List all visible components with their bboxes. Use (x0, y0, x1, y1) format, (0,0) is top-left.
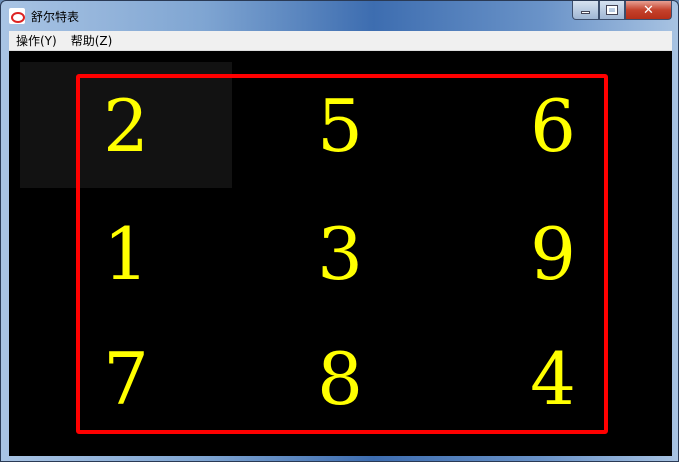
maximize-button[interactable] (599, 1, 625, 20)
close-icon: ✕ (643, 2, 654, 18)
schulte-board: 2 5 6 1 3 9 7 8 4 (9, 51, 672, 456)
minimize-button[interactable] (572, 1, 599, 20)
eye-logo-icon (9, 8, 25, 24)
grid-border (76, 74, 608, 434)
menu-help[interactable]: 帮助(Z) (70, 34, 113, 48)
grid-cell[interactable]: 9 (530, 212, 576, 296)
grid-cell[interactable]: 7 (103, 337, 149, 421)
grid-cell[interactable]: 3 (317, 212, 363, 296)
title-bar[interactable]: 舒尔特表 ✕ (1, 1, 678, 31)
grid-cell[interactable]: 5 (317, 84, 363, 168)
maximize-icon (606, 5, 618, 15)
menu-bar: 操作(Y) 帮助(Z) (9, 31, 672, 51)
grid-cell[interactable]: 6 (530, 84, 576, 168)
minimize-icon (581, 11, 590, 14)
grid-cell[interactable]: 8 (317, 337, 363, 421)
window-title: 舒尔特表 (31, 10, 80, 24)
close-button[interactable]: ✕ (625, 1, 672, 20)
grid-cell[interactable]: 1 (103, 212, 149, 296)
grid-cell[interactable]: 2 (103, 84, 149, 168)
highlighted-cell (20, 62, 232, 188)
grid-cell[interactable]: 4 (530, 337, 576, 421)
menu-operate[interactable]: 操作(Y) (16, 34, 57, 48)
